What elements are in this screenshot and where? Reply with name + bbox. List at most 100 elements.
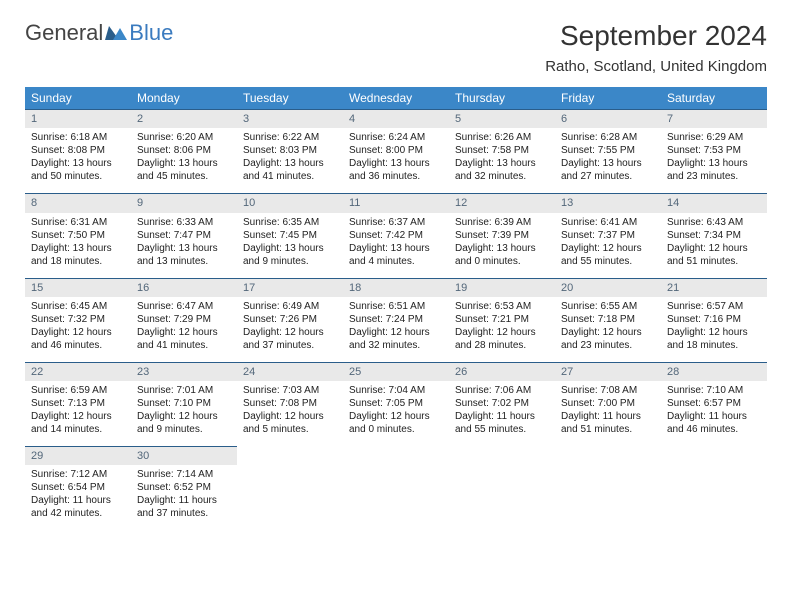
day-number-cell: 12 <box>449 194 555 213</box>
day-content-cell: Sunrise: 7:10 AMSunset: 6:57 PMDaylight:… <box>661 381 767 447</box>
day-content-cell: Sunrise: 6:43 AMSunset: 7:34 PMDaylight:… <box>661 213 767 279</box>
day-number-cell: 9 <box>131 194 237 213</box>
sunset-line: Sunset: 7:10 PM <box>137 397 231 410</box>
day-content-cell: Sunrise: 6:55 AMSunset: 7:18 PMDaylight:… <box>555 297 661 363</box>
day-number-cell: 21 <box>661 278 767 297</box>
sunset-line: Sunset: 7:13 PM <box>31 397 125 410</box>
day-number-cell: 25 <box>343 362 449 381</box>
sunset-line: Sunset: 7:42 PM <box>349 229 443 242</box>
day-content-cell <box>555 465 661 530</box>
day-content-cell: Sunrise: 7:01 AMSunset: 7:10 PMDaylight:… <box>131 381 237 447</box>
daylight-line: Daylight: 12 hours and 14 minutes. <box>31 410 125 436</box>
header: General Blue September 2024 Ratho, Scotl… <box>25 20 767 75</box>
day-content-cell: Sunrise: 6:20 AMSunset: 8:06 PMDaylight:… <box>131 128 237 194</box>
day-number-cell: 26 <box>449 362 555 381</box>
sunset-line: Sunset: 8:03 PM <box>243 144 337 157</box>
daylight-line: Daylight: 12 hours and 28 minutes. <box>455 326 549 352</box>
day-content-cell: Sunrise: 6:29 AMSunset: 7:53 PMDaylight:… <box>661 128 767 194</box>
weekday-header: Sunday <box>25 87 131 110</box>
day-number-cell: 20 <box>555 278 661 297</box>
weekday-header: Friday <box>555 87 661 110</box>
weekday-header: Monday <box>131 87 237 110</box>
daylight-line: Daylight: 12 hours and 46 minutes. <box>31 326 125 352</box>
sunrise-line: Sunrise: 6:51 AM <box>349 300 443 313</box>
weekday-header: Tuesday <box>237 87 343 110</box>
sunrise-line: Sunrise: 6:45 AM <box>31 300 125 313</box>
day-content-cell: Sunrise: 6:22 AMSunset: 8:03 PMDaylight:… <box>237 128 343 194</box>
daylight-line: Daylight: 13 hours and 32 minutes. <box>455 157 549 183</box>
daylight-line: Daylight: 13 hours and 0 minutes. <box>455 242 549 268</box>
day-content-row: Sunrise: 6:45 AMSunset: 7:32 PMDaylight:… <box>25 297 767 363</box>
daylight-line: Daylight: 12 hours and 23 minutes. <box>561 326 655 352</box>
sunrise-line: Sunrise: 7:01 AM <box>137 384 231 397</box>
sunrise-line: Sunrise: 6:49 AM <box>243 300 337 313</box>
day-content-cell: Sunrise: 6:49 AMSunset: 7:26 PMDaylight:… <box>237 297 343 363</box>
daylight-line: Daylight: 13 hours and 4 minutes. <box>349 242 443 268</box>
day-number-cell: 27 <box>555 362 661 381</box>
logo-triangle-icon <box>105 20 127 46</box>
day-content-cell: Sunrise: 6:24 AMSunset: 8:00 PMDaylight:… <box>343 128 449 194</box>
sunrise-line: Sunrise: 7:10 AM <box>667 384 761 397</box>
sunset-line: Sunset: 7:47 PM <box>137 229 231 242</box>
day-content-cell: Sunrise: 6:18 AMSunset: 8:08 PMDaylight:… <box>25 128 131 194</box>
daylight-line: Daylight: 13 hours and 9 minutes. <box>243 242 337 268</box>
day-number-cell: 28 <box>661 362 767 381</box>
daylight-line: Daylight: 11 hours and 51 minutes. <box>561 410 655 436</box>
sunset-line: Sunset: 7:37 PM <box>561 229 655 242</box>
day-number-cell: 17 <box>237 278 343 297</box>
daylight-line: Daylight: 13 hours and 13 minutes. <box>137 242 231 268</box>
day-content-row: Sunrise: 7:12 AMSunset: 6:54 PMDaylight:… <box>25 465 767 530</box>
day-content-cell: Sunrise: 6:53 AMSunset: 7:21 PMDaylight:… <box>449 297 555 363</box>
daylight-line: Daylight: 12 hours and 51 minutes. <box>667 242 761 268</box>
day-content-cell <box>661 465 767 530</box>
sunrise-line: Sunrise: 7:12 AM <box>31 468 125 481</box>
sunrise-line: Sunrise: 6:29 AM <box>667 131 761 144</box>
daylight-line: Daylight: 13 hours and 50 minutes. <box>31 157 125 183</box>
sunrise-line: Sunrise: 7:06 AM <box>455 384 549 397</box>
day-number-cell: 4 <box>343 110 449 129</box>
weekday-header: Thursday <box>449 87 555 110</box>
title-block: September 2024 Ratho, Scotland, United K… <box>545 20 767 75</box>
daylight-line: Daylight: 11 hours and 42 minutes. <box>31 494 125 520</box>
sunset-line: Sunset: 7:53 PM <box>667 144 761 157</box>
sunrise-line: Sunrise: 6:20 AM <box>137 131 231 144</box>
logo-word-general: General <box>25 20 103 46</box>
daylight-line: Daylight: 11 hours and 37 minutes. <box>137 494 231 520</box>
sunset-line: Sunset: 8:06 PM <box>137 144 231 157</box>
sunset-line: Sunset: 8:08 PM <box>31 144 125 157</box>
day-content-cell: Sunrise: 6:35 AMSunset: 7:45 PMDaylight:… <box>237 213 343 279</box>
day-content-cell: Sunrise: 7:14 AMSunset: 6:52 PMDaylight:… <box>131 465 237 530</box>
day-number-cell: 7 <box>661 110 767 129</box>
day-number-cell <box>449 447 555 466</box>
daylight-line: Daylight: 12 hours and 37 minutes. <box>243 326 337 352</box>
daylight-line: Daylight: 12 hours and 18 minutes. <box>667 326 761 352</box>
sunset-line: Sunset: 7:29 PM <box>137 313 231 326</box>
day-content-cell: Sunrise: 6:33 AMSunset: 7:47 PMDaylight:… <box>131 213 237 279</box>
daylight-line: Daylight: 13 hours and 36 minutes. <box>349 157 443 183</box>
calendar-body: 1234567Sunrise: 6:18 AMSunset: 8:08 PMDa… <box>25 110 767 531</box>
sunrise-line: Sunrise: 6:41 AM <box>561 216 655 229</box>
day-number-cell: 23 <box>131 362 237 381</box>
day-number-row: 1234567 <box>25 110 767 129</box>
logo: General Blue <box>25 20 173 46</box>
sunrise-line: Sunrise: 7:03 AM <box>243 384 337 397</box>
sunset-line: Sunset: 7:50 PM <box>31 229 125 242</box>
daylight-line: Daylight: 11 hours and 46 minutes. <box>667 410 761 436</box>
day-content-cell: Sunrise: 7:04 AMSunset: 7:05 PMDaylight:… <box>343 381 449 447</box>
daylight-line: Daylight: 13 hours and 41 minutes. <box>243 157 337 183</box>
month-title: September 2024 <box>545 20 767 52</box>
sunrise-line: Sunrise: 6:26 AM <box>455 131 549 144</box>
day-content-cell: Sunrise: 6:28 AMSunset: 7:55 PMDaylight:… <box>555 128 661 194</box>
weekday-header: Saturday <box>661 87 767 110</box>
sunrise-line: Sunrise: 7:08 AM <box>561 384 655 397</box>
sunset-line: Sunset: 7:34 PM <box>667 229 761 242</box>
day-content-cell <box>237 465 343 530</box>
sunset-line: Sunset: 7:00 PM <box>561 397 655 410</box>
sunrise-line: Sunrise: 6:28 AM <box>561 131 655 144</box>
sunrise-line: Sunrise: 7:14 AM <box>137 468 231 481</box>
sunset-line: Sunset: 7:02 PM <box>455 397 549 410</box>
day-number-cell: 29 <box>25 447 131 466</box>
sunset-line: Sunset: 7:26 PM <box>243 313 337 326</box>
day-number-cell: 22 <box>25 362 131 381</box>
daylight-line: Daylight: 12 hours and 41 minutes. <box>137 326 231 352</box>
